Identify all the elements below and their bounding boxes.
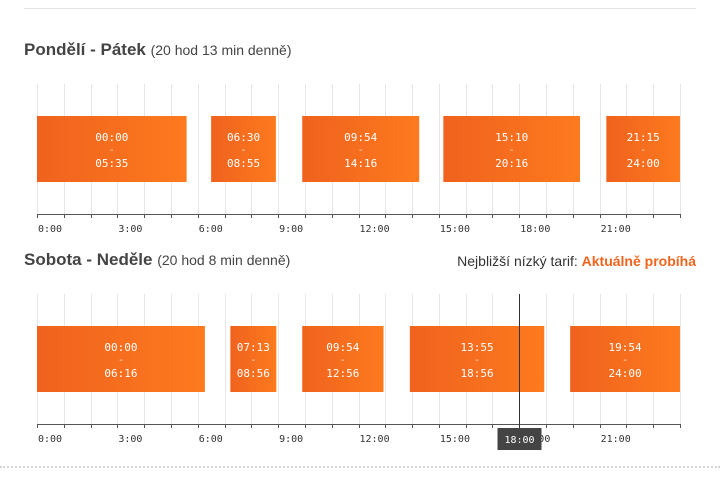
interval-start-label: 07:13 bbox=[237, 341, 270, 354]
interval-end-label: 24:00 bbox=[627, 157, 660, 170]
interval-end-label: 05:35 bbox=[95, 157, 128, 170]
interval-start-label: 00:00 bbox=[104, 341, 137, 354]
low-tariff-interval-bar bbox=[570, 326, 680, 392]
bottom-dotted-divider bbox=[0, 466, 720, 468]
x-axis-tick-label: 15:00 bbox=[440, 434, 470, 445]
next-low-tariff-status: Aktuálně probíhá bbox=[581, 253, 696, 269]
interval-separator-label: - bbox=[474, 355, 480, 366]
interval-separator-label: - bbox=[509, 145, 515, 156]
top-divider bbox=[24, 8, 696, 9]
interval-start-label: 21:15 bbox=[627, 131, 660, 144]
interval-start-label: 09:54 bbox=[344, 131, 377, 144]
next-low-tariff-label: Nejbližší nízký tarif: bbox=[457, 253, 578, 269]
interval-start-label: 06:30 bbox=[227, 131, 260, 144]
interval-separator-label: - bbox=[622, 355, 628, 366]
low-tariff-interval-bar bbox=[211, 116, 276, 182]
interval-end-label: 08:55 bbox=[227, 157, 260, 170]
x-axis-tick-label: 9:00 bbox=[279, 434, 303, 445]
interval-start-label: 13:55 bbox=[460, 341, 493, 354]
interval-end-label: 14:16 bbox=[344, 157, 377, 170]
x-axis-tick-label: 6:00 bbox=[199, 434, 223, 445]
next-low-tariff-note: Nejbližší nízký tarif: Aktuálně probíhá bbox=[457, 253, 696, 269]
interval-separator-label: - bbox=[250, 355, 256, 366]
interval-start-label: 15:10 bbox=[495, 131, 528, 144]
x-axis-tick-label: 12:00 bbox=[360, 434, 390, 445]
weekday-timeline-chart: 00:00-05:3506:30-08:5509:54-14:1615:10-2… bbox=[37, 84, 681, 235]
interval-start-label: 19:54 bbox=[609, 341, 642, 354]
x-axis-tick-label: 15:00 bbox=[440, 224, 470, 235]
interval-start-label: 09:54 bbox=[326, 341, 359, 354]
weekend-title: Sobota - Neděle bbox=[24, 250, 153, 269]
x-axis-tick-label: 18:00 bbox=[520, 224, 550, 235]
x-axis-tick-label: 3:00 bbox=[118, 224, 142, 235]
low-tariff-interval-bar bbox=[443, 116, 580, 182]
interval-end-label: 24:00 bbox=[609, 367, 642, 380]
x-axis-tick-label: 12:00 bbox=[360, 224, 390, 235]
low-tariff-interval-bar bbox=[230, 326, 277, 392]
weekday-section-title: Pondělí - Pátek (20 hod 13 min denně) bbox=[24, 40, 291, 60]
low-tariff-interval-bar bbox=[37, 326, 205, 392]
x-axis-tick-label: 9:00 bbox=[279, 224, 303, 235]
interval-separator-label: - bbox=[118, 355, 124, 366]
x-axis-tick-label: 0:00 bbox=[38, 434, 62, 445]
weekday-subtitle: (20 hod 13 min denně) bbox=[150, 42, 292, 58]
weekend-subtitle: (20 hod 8 min denně) bbox=[157, 252, 291, 268]
interval-end-label: 08:56 bbox=[237, 367, 270, 380]
weekend-section-title: Sobota - Neděle (20 hod 8 min denně) bbox=[24, 250, 290, 270]
x-axis-tick-label: 6:00 bbox=[199, 224, 223, 235]
low-tariff-interval-bar bbox=[302, 326, 384, 392]
interval-separator-label: - bbox=[358, 145, 364, 156]
x-axis-tick-label: 21:00 bbox=[601, 434, 631, 445]
interval-end-label: 18:56 bbox=[460, 367, 493, 380]
interval-separator-label: - bbox=[109, 145, 115, 156]
x-axis-tick-label: 0:00 bbox=[38, 224, 62, 235]
x-axis-tick-label: 3:00 bbox=[118, 434, 142, 445]
current-time-cursor-label: 18:00 bbox=[504, 435, 534, 446]
x-axis-tick-label: 21:00 bbox=[601, 224, 631, 235]
low-tariff-interval-bar bbox=[37, 116, 187, 182]
low-tariff-interval-bar bbox=[302, 116, 420, 182]
interval-start-label: 00:00 bbox=[95, 131, 128, 144]
interval-separator-label: - bbox=[640, 145, 646, 156]
interval-separator-label: - bbox=[241, 145, 247, 156]
interval-end-label: 12:56 bbox=[326, 367, 359, 380]
interval-separator-label: - bbox=[340, 355, 346, 366]
low-tariff-interval-bar bbox=[606, 116, 680, 182]
interval-end-label: 06:16 bbox=[104, 367, 137, 380]
low-tariff-interval-bar bbox=[409, 326, 545, 392]
weekday-title: Pondělí - Pátek bbox=[24, 40, 146, 59]
current-time-cursor-badge bbox=[497, 428, 542, 450]
weekend-timeline-chart: 00:00-06:1607:13-08:5609:54-12:5613:55-1… bbox=[37, 294, 681, 450]
interval-end-label: 20:16 bbox=[495, 157, 528, 170]
